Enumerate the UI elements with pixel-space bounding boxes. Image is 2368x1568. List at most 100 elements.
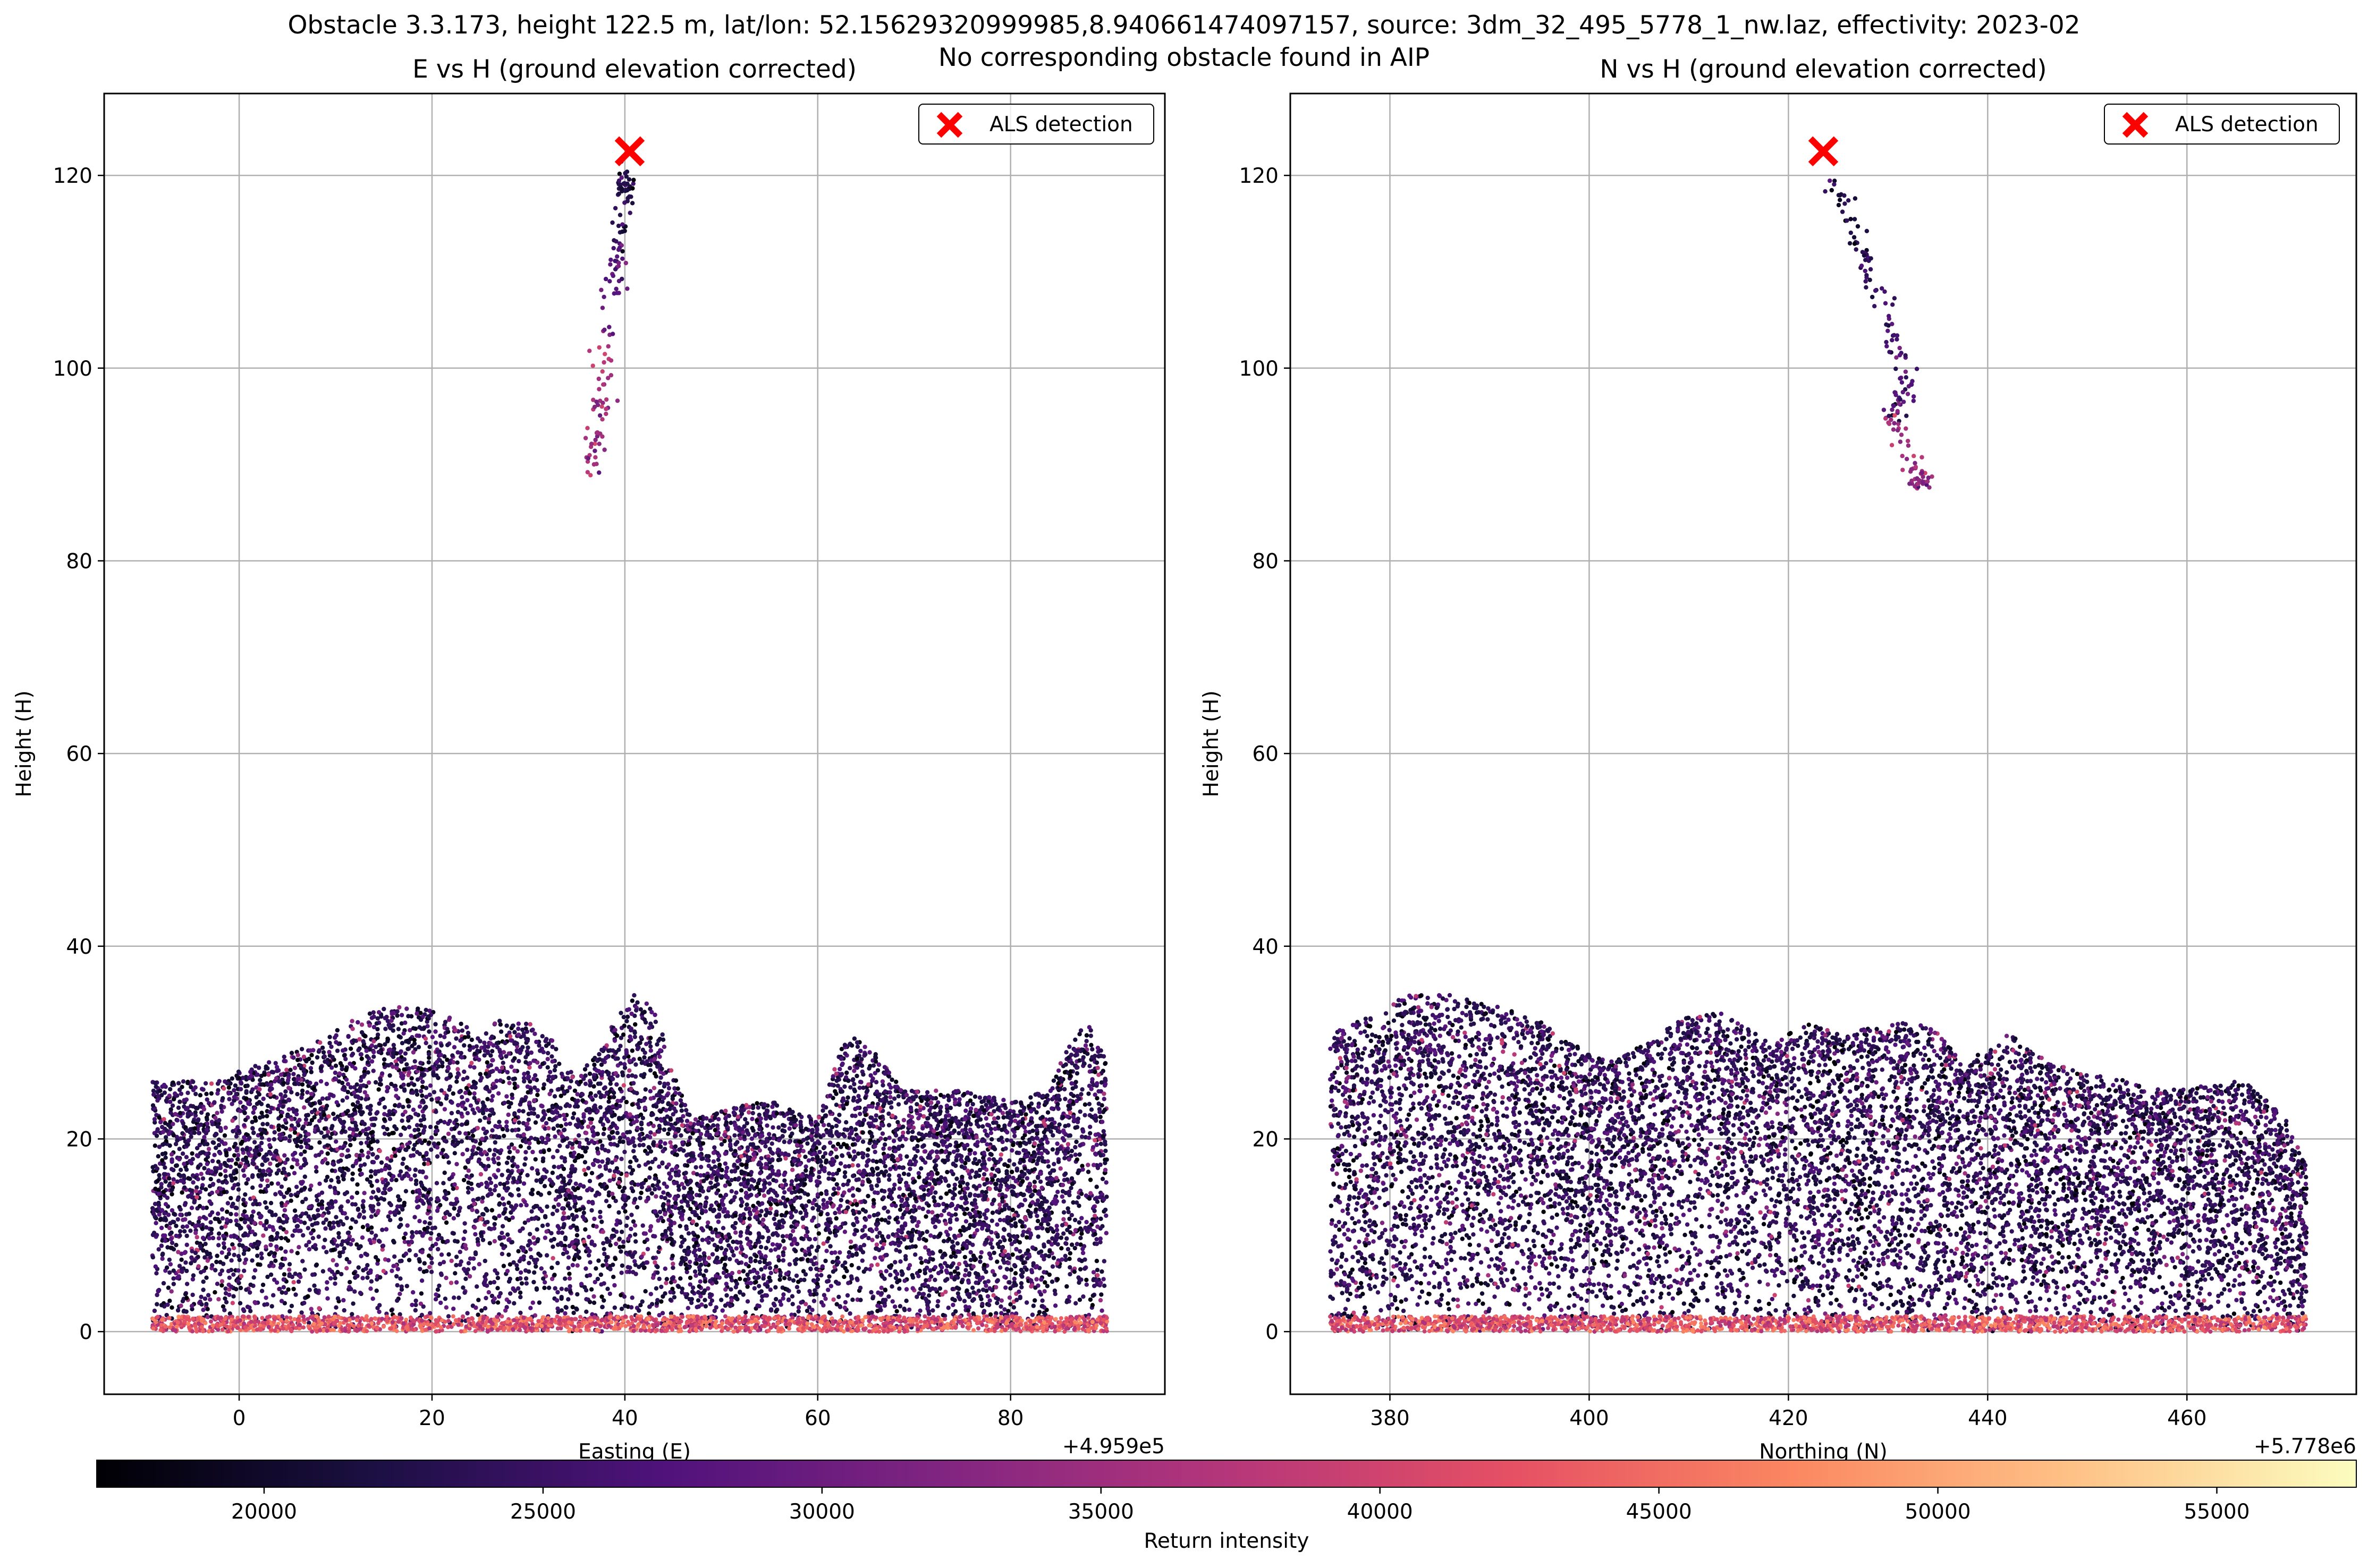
lidar-point [257, 1168, 262, 1173]
lidar-point [302, 1221, 307, 1225]
lidar-point [273, 1061, 278, 1066]
lidar-point [471, 1256, 476, 1261]
lidar-point [498, 1022, 503, 1027]
lidar-point [1095, 1273, 1100, 1278]
lidar-point [447, 1176, 452, 1182]
lidar-point [415, 1092, 420, 1097]
lidar-point [818, 1212, 823, 1217]
lidar-point [168, 1099, 173, 1104]
lidar-point [751, 1157, 756, 1162]
lidar-point [216, 1231, 222, 1236]
lidar-point [791, 1228, 796, 1233]
lidar-point [356, 1100, 360, 1105]
lidar-point [695, 1304, 699, 1310]
lidar-point [994, 1285, 999, 1290]
lidar-point [375, 1027, 380, 1032]
lidar-point [233, 1176, 238, 1181]
lidar-point [294, 1158, 300, 1163]
lidar-point [926, 1116, 931, 1121]
lidar-point [488, 1281, 493, 1285]
lidar-point [814, 1248, 819, 1253]
lidar-point [461, 1285, 466, 1290]
lidar-point [286, 1086, 291, 1090]
lidar-point [873, 1256, 877, 1260]
lidar-point [660, 1099, 665, 1104]
lidar-point [781, 1292, 786, 1297]
lidar-point [403, 1051, 408, 1056]
lidar-point [265, 1178, 270, 1183]
lidar-point [398, 1259, 402, 1264]
lidar-point [342, 1191, 348, 1197]
lidar-point [170, 1103, 175, 1108]
lidar-point [421, 1201, 426, 1206]
lidar-point [172, 1219, 176, 1225]
lidar-point [1068, 1111, 1073, 1115]
lidar-point [411, 1050, 416, 1055]
lidar-point [198, 1093, 203, 1098]
lidar-point [1081, 1294, 1086, 1299]
lidar-point [294, 1224, 299, 1229]
lidar-point [358, 1078, 363, 1083]
lidar-point [344, 1154, 349, 1159]
lidar-point [773, 1285, 778, 1290]
lidar-point [300, 1199, 305, 1205]
lidar-point [176, 1105, 181, 1110]
lidar-point [855, 1276, 859, 1281]
lidar-point [977, 1095, 983, 1100]
lidar-point [284, 1067, 289, 1072]
lidar-point [1019, 1281, 1024, 1286]
lidar-point [945, 1093, 951, 1098]
lidar-point [1071, 1200, 1076, 1205]
lidar-point [619, 1157, 624, 1162]
lidar-point [428, 1083, 433, 1088]
lidar-point [562, 1223, 566, 1228]
lidar-point [416, 1204, 421, 1209]
lidar-point [320, 1269, 326, 1274]
lidar-point [532, 1137, 538, 1141]
lidar-point [297, 1081, 301, 1087]
lidar-point [347, 1260, 352, 1265]
lidar-point [1098, 1141, 1103, 1146]
lidar-point [975, 1228, 979, 1233]
lidar-point [460, 1152, 465, 1157]
lidar-point [1082, 1102, 1088, 1107]
lidar-point [1073, 1080, 1078, 1084]
lidar-point [949, 1213, 954, 1218]
lidar-point [215, 1282, 220, 1286]
lidar-point [339, 1158, 343, 1163]
lidar-point [226, 1091, 231, 1096]
lidar-point [369, 1059, 375, 1064]
lidar-point [807, 1305, 812, 1310]
lidar-point [601, 1241, 606, 1245]
lidar-point [877, 1126, 882, 1131]
lidar-point [1077, 1032, 1082, 1037]
lidar-point [887, 1215, 892, 1220]
lidar-point [454, 1162, 459, 1167]
lidar-point [204, 1205, 209, 1210]
lidar-point [640, 1223, 645, 1228]
lidar-point [535, 1092, 540, 1097]
lidar-point [669, 1232, 674, 1236]
lidar-point [670, 1096, 675, 1101]
lidar-point [827, 1171, 832, 1176]
lidar-point [273, 1192, 278, 1197]
lidar-point [258, 1078, 263, 1083]
lidar-point [954, 1176, 959, 1181]
lidar-point [537, 1300, 542, 1305]
lidar-point [963, 1268, 968, 1273]
lidar-point [391, 1042, 396, 1048]
lidar-point [1050, 1279, 1055, 1284]
lidar-point [1068, 1251, 1073, 1256]
lidar-point [382, 1105, 387, 1110]
lidar-point [553, 1134, 557, 1139]
lidar-point [768, 1248, 773, 1253]
lidar-point [627, 1269, 632, 1274]
lidar-point [678, 1210, 682, 1215]
lidar-point [842, 1084, 847, 1089]
lidar-point [233, 1205, 238, 1210]
lidar-point [194, 1235, 199, 1240]
lidar-point [283, 1214, 288, 1219]
lidar-point [594, 1266, 598, 1271]
lidar-point [517, 1108, 522, 1113]
lidar-point [735, 1140, 740, 1145]
